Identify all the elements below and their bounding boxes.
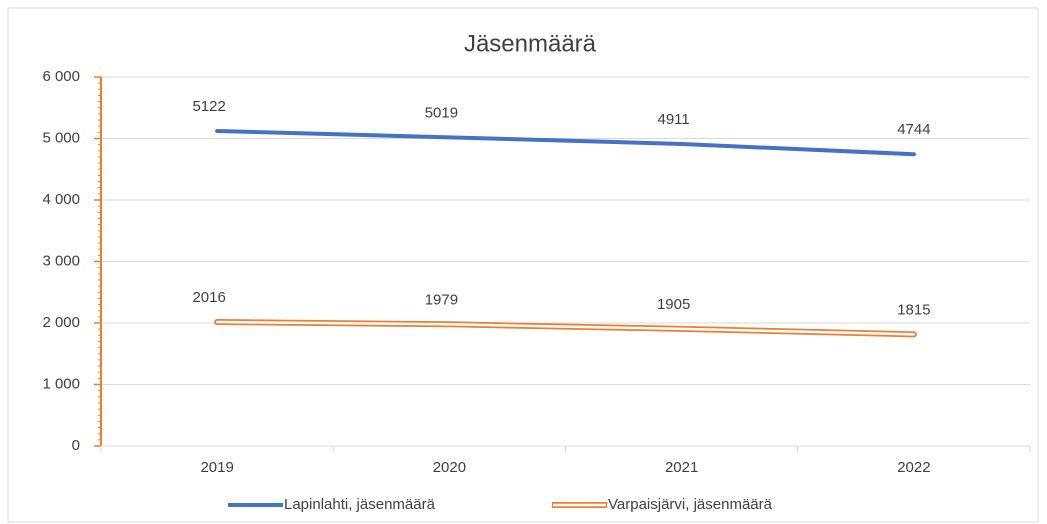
y-tick-label: 6 000 (42, 68, 80, 85)
series-line (215, 128, 916, 157)
chart-title: Jäsenmäärä (464, 30, 597, 57)
x-tick-label: 2021 (665, 459, 698, 476)
y-tick-label: 4 000 (42, 191, 80, 208)
data-label: 2016 (192, 289, 225, 306)
y-tick-label: 0 (72, 437, 80, 454)
data-label: 5122 (192, 98, 225, 115)
legend-label: Varpaisjärvi, jäsenmäärä (608, 496, 773, 513)
data-label: 1979 (425, 291, 458, 308)
x-tick-label: 2019 (200, 459, 233, 476)
data-label: 1905 (657, 296, 690, 313)
series-line-inner (215, 320, 916, 336)
data-label: 4911 (657, 111, 689, 128)
data-label: 1815 (897, 301, 930, 318)
data-label: 4744 (897, 121, 930, 138)
data-label: 5019 (425, 104, 458, 121)
legend-label: Lapinlahti, jäsenmäärä (284, 496, 436, 513)
y-tick-label: 3 000 (42, 252, 80, 269)
y-tick-label: 1 000 (42, 375, 80, 392)
chart-frame (7, 7, 1039, 523)
x-tick-label: 2022 (897, 459, 930, 476)
y-tick-label: 2 000 (42, 314, 80, 331)
x-tick-label: 2020 (433, 459, 466, 476)
y-tick-label: 5 000 (42, 129, 80, 146)
